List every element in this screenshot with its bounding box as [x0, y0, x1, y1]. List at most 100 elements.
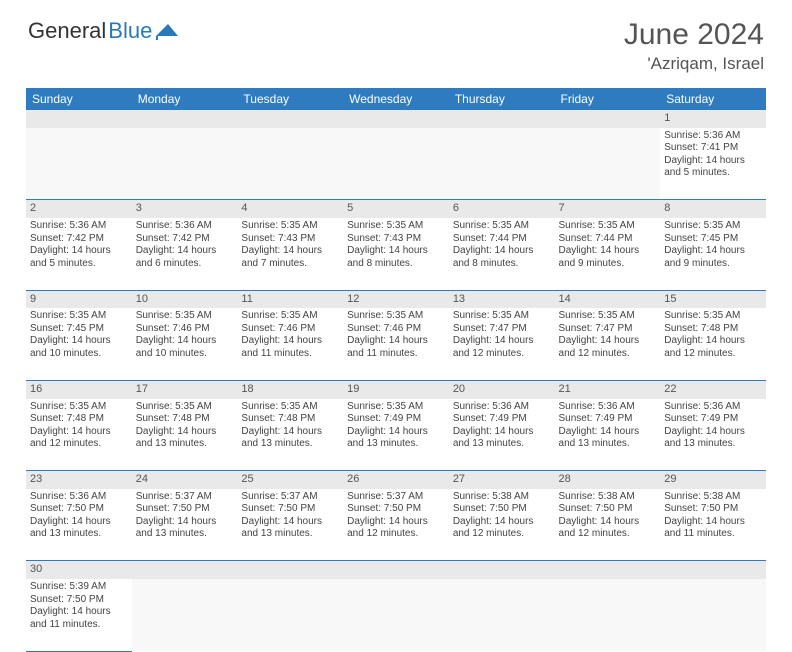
daylight-line: Daylight: 14 hours and 11 minutes. [30, 606, 128, 631]
day-number-row: 1 [26, 110, 766, 128]
day-cell: Sunrise: 5:37 AMSunset: 7:50 PMDaylight:… [343, 489, 449, 561]
sunrise-line: Sunrise: 5:35 AM [559, 310, 657, 323]
day-number-cell: 19 [343, 380, 449, 398]
day-number-cell: 18 [237, 380, 343, 398]
day-number-cell: 15 [660, 290, 766, 308]
day-cell: Sunrise: 5:36 AMSunset: 7:49 PMDaylight:… [660, 399, 766, 471]
day-cell [555, 579, 661, 651]
week-row: Sunrise: 5:36 AMSunset: 7:50 PMDaylight:… [26, 489, 766, 561]
weekday-header: Tuesday [237, 88, 343, 110]
daylight-line: Daylight: 14 hours and 11 minutes. [241, 335, 339, 360]
day-content: Sunrise: 5:35 AMSunset: 7:49 PMDaylight:… [347, 401, 445, 451]
day-cell: Sunrise: 5:35 AMSunset: 7:43 PMDaylight:… [343, 218, 449, 290]
sunset-line: Sunset: 7:45 PM [30, 323, 128, 336]
sunrise-line: Sunrise: 5:35 AM [664, 220, 762, 233]
day-cell [555, 128, 661, 200]
day-cell: Sunrise: 5:35 AMSunset: 7:44 PMDaylight:… [449, 218, 555, 290]
day-number-row: 23242526272829 [26, 471, 766, 489]
day-number-cell [449, 561, 555, 579]
sunrise-line: Sunrise: 5:37 AM [136, 491, 234, 504]
day-number-cell: 2 [26, 200, 132, 218]
day-content: Sunrise: 5:35 AMSunset: 7:43 PMDaylight:… [347, 220, 445, 270]
day-number: 18 [241, 383, 253, 395]
day-cell: Sunrise: 5:35 AMSunset: 7:46 PMDaylight:… [132, 308, 238, 380]
sunset-line: Sunset: 7:48 PM [664, 323, 762, 336]
day-number: 25 [241, 473, 253, 485]
day-number-cell: 3 [132, 200, 238, 218]
day-cell: Sunrise: 5:36 AMSunset: 7:49 PMDaylight:… [555, 399, 661, 471]
day-number: 7 [559, 202, 565, 214]
sunset-line: Sunset: 7:49 PM [664, 413, 762, 426]
daylight-line: Daylight: 14 hours and 13 minutes. [241, 426, 339, 451]
day-number-cell: 20 [449, 380, 555, 398]
daylight-line: Daylight: 14 hours and 10 minutes. [30, 335, 128, 360]
day-number-cell: 12 [343, 290, 449, 308]
day-cell: Sunrise: 5:35 AMSunset: 7:45 PMDaylight:… [660, 218, 766, 290]
day-cell: Sunrise: 5:35 AMSunset: 7:49 PMDaylight:… [343, 399, 449, 471]
day-cell: Sunrise: 5:38 AMSunset: 7:50 PMDaylight:… [449, 489, 555, 561]
sunrise-line: Sunrise: 5:35 AM [664, 310, 762, 323]
day-cell: Sunrise: 5:35 AMSunset: 7:47 PMDaylight:… [449, 308, 555, 380]
sunset-line: Sunset: 7:48 PM [30, 413, 128, 426]
day-content: Sunrise: 5:35 AMSunset: 7:43 PMDaylight:… [241, 220, 339, 270]
sunrise-line: Sunrise: 5:37 AM [347, 491, 445, 504]
day-cell [237, 579, 343, 651]
sunset-line: Sunset: 7:50 PM [559, 503, 657, 516]
day-cell: Sunrise: 5:35 AMSunset: 7:46 PMDaylight:… [343, 308, 449, 380]
day-content: Sunrise: 5:35 AMSunset: 7:48 PMDaylight:… [136, 401, 234, 451]
logo-flag-icon [156, 22, 182, 40]
daylight-line: Daylight: 14 hours and 13 minutes. [559, 426, 657, 451]
day-content: Sunrise: 5:38 AMSunset: 7:50 PMDaylight:… [453, 491, 551, 541]
sunset-line: Sunset: 7:48 PM [241, 413, 339, 426]
day-number-cell [555, 110, 661, 128]
day-content: Sunrise: 5:38 AMSunset: 7:50 PMDaylight:… [559, 491, 657, 541]
daylight-line: Daylight: 14 hours and 11 minutes. [664, 516, 762, 541]
day-cell [237, 128, 343, 200]
day-number: 14 [559, 293, 571, 305]
day-number: 9 [30, 293, 36, 305]
logo-text-2: Blue [108, 18, 152, 44]
day-number: 22 [664, 383, 676, 395]
day-number-cell: 28 [555, 471, 661, 489]
day-number: 26 [347, 473, 359, 485]
day-number: 19 [347, 383, 359, 395]
day-number: 5 [347, 202, 353, 214]
day-number: 2 [30, 202, 36, 214]
sunset-line: Sunset: 7:50 PM [30, 503, 128, 516]
sunset-line: Sunset: 7:46 PM [241, 323, 339, 336]
day-number-cell: 16 [26, 380, 132, 398]
day-number: 4 [241, 202, 247, 214]
day-cell: Sunrise: 5:36 AMSunset: 7:41 PMDaylight:… [660, 128, 766, 200]
day-content: Sunrise: 5:37 AMSunset: 7:50 PMDaylight:… [241, 491, 339, 541]
day-cell: Sunrise: 5:36 AMSunset: 7:42 PMDaylight:… [26, 218, 132, 290]
sunset-line: Sunset: 7:50 PM [241, 503, 339, 516]
day-number-cell: 24 [132, 471, 238, 489]
day-content: Sunrise: 5:36 AMSunset: 7:49 PMDaylight:… [664, 401, 762, 451]
day-cell [449, 579, 555, 651]
week-row: Sunrise: 5:36 AMSunset: 7:42 PMDaylight:… [26, 218, 766, 290]
day-number-cell: 8 [660, 200, 766, 218]
sunrise-line: Sunrise: 5:35 AM [453, 310, 551, 323]
daylight-line: Daylight: 14 hours and 13 minutes. [136, 426, 234, 451]
day-content: Sunrise: 5:35 AMSunset: 7:46 PMDaylight:… [136, 310, 234, 360]
sunrise-line: Sunrise: 5:35 AM [30, 310, 128, 323]
daylight-line: Daylight: 14 hours and 13 minutes. [30, 516, 128, 541]
day-number-cell: 5 [343, 200, 449, 218]
day-number-cell: 14 [555, 290, 661, 308]
day-number: 29 [664, 473, 676, 485]
day-content: Sunrise: 5:35 AMSunset: 7:44 PMDaylight:… [453, 220, 551, 270]
sunset-line: Sunset: 7:45 PM [664, 233, 762, 246]
day-number-cell [26, 110, 132, 128]
day-number-cell [132, 561, 238, 579]
daylight-line: Daylight: 14 hours and 8 minutes. [347, 245, 445, 270]
day-number-cell [343, 110, 449, 128]
sunrise-line: Sunrise: 5:38 AM [453, 491, 551, 504]
day-content: Sunrise: 5:35 AMSunset: 7:47 PMDaylight:… [559, 310, 657, 360]
week-row: Sunrise: 5:36 AMSunset: 7:41 PMDaylight:… [26, 128, 766, 200]
day-content: Sunrise: 5:35 AMSunset: 7:48 PMDaylight:… [30, 401, 128, 451]
day-cell [449, 128, 555, 200]
daylight-line: Daylight: 14 hours and 11 minutes. [347, 335, 445, 360]
day-number-cell: 23 [26, 471, 132, 489]
day-number-cell: 26 [343, 471, 449, 489]
location: 'Azriqam, Israel [624, 54, 764, 74]
